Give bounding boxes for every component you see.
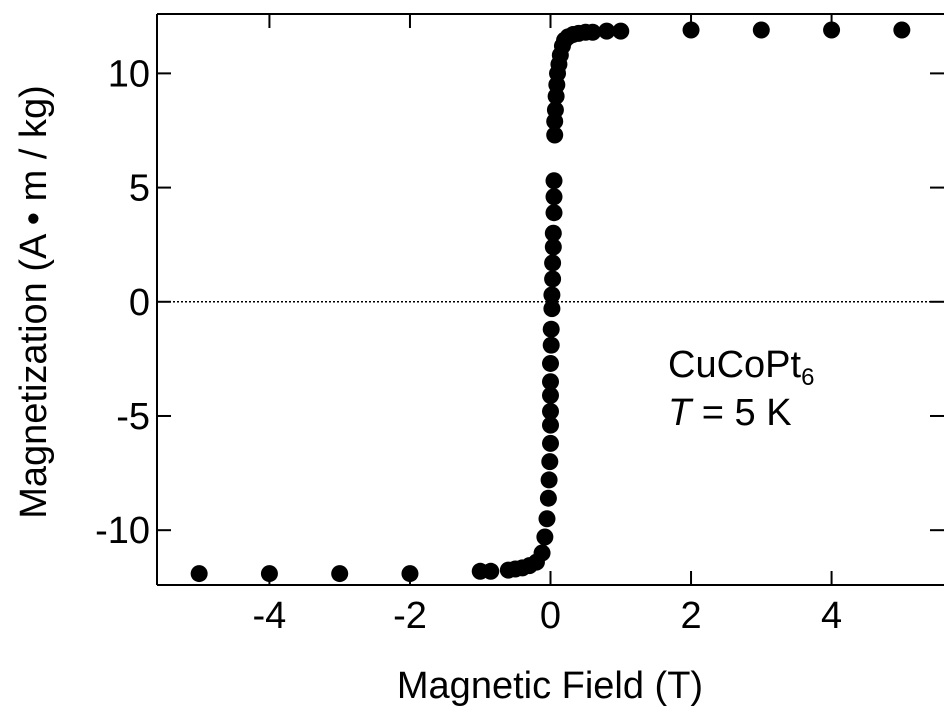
data-point	[542, 434, 559, 452]
data-point	[545, 172, 563, 190]
data-point	[401, 565, 419, 583]
data-point	[542, 354, 559, 372]
data-point	[546, 101, 564, 119]
data-point	[542, 336, 560, 354]
temperature-symbol: T	[668, 392, 694, 434]
data-point	[260, 565, 278, 583]
x-tick-label: 0	[540, 595, 561, 637]
data-point	[752, 21, 770, 39]
data-point	[533, 544, 551, 562]
y-tick-label: 10	[108, 53, 150, 95]
y-tick-label: 0	[129, 282, 150, 324]
data-point	[545, 204, 563, 222]
data-point	[545, 188, 563, 206]
data-point	[542, 416, 559, 434]
data-point	[536, 528, 554, 546]
data-point	[331, 565, 349, 583]
data-point	[543, 300, 561, 318]
formula-annotation: CuCoPt6	[668, 344, 814, 391]
x-tick-label: 4	[821, 595, 842, 637]
data-point	[544, 238, 562, 256]
data-point	[541, 453, 559, 471]
axis-tick-labels: -4 -2 0 2 4 -10 -5 0 5 10	[95, 53, 842, 637]
formula-subscript: 6	[801, 364, 814, 391]
data-point	[544, 224, 562, 242]
data-point	[823, 21, 841, 39]
formula-main: CuCoPt	[668, 344, 801, 386]
data-point	[546, 126, 564, 144]
data-point	[543, 286, 561, 304]
data-point	[538, 510, 556, 528]
data-point	[540, 471, 558, 489]
y-axis-title: Magnetization (A • m / kg)	[13, 85, 55, 519]
data-point	[542, 402, 559, 420]
data-points	[190, 21, 911, 583]
data-point	[190, 565, 208, 583]
data-point	[682, 21, 700, 39]
x-tick-label: -2	[393, 595, 427, 637]
y-tick-label: -10	[95, 510, 150, 552]
data-point	[598, 22, 616, 40]
data-point	[893, 21, 911, 39]
data-point	[544, 270, 562, 288]
data-point	[544, 254, 562, 272]
temperature-annotation: T = 5 K	[668, 392, 792, 434]
y-tick-label: 5	[129, 168, 150, 210]
temperature-value: = 5 K	[691, 392, 791, 434]
data-point	[482, 562, 500, 580]
x-axis-title: Magnetic Field (T)	[397, 665, 703, 707]
data-point	[612, 22, 630, 40]
x-tick-label: 2	[680, 595, 701, 637]
y-tick-label: -5	[116, 396, 150, 438]
x-tick-label: -4	[253, 595, 287, 637]
data-point	[542, 320, 560, 338]
data-point	[539, 489, 557, 507]
data-point	[542, 386, 559, 404]
data-point	[584, 23, 602, 41]
data-point	[542, 373, 559, 391]
